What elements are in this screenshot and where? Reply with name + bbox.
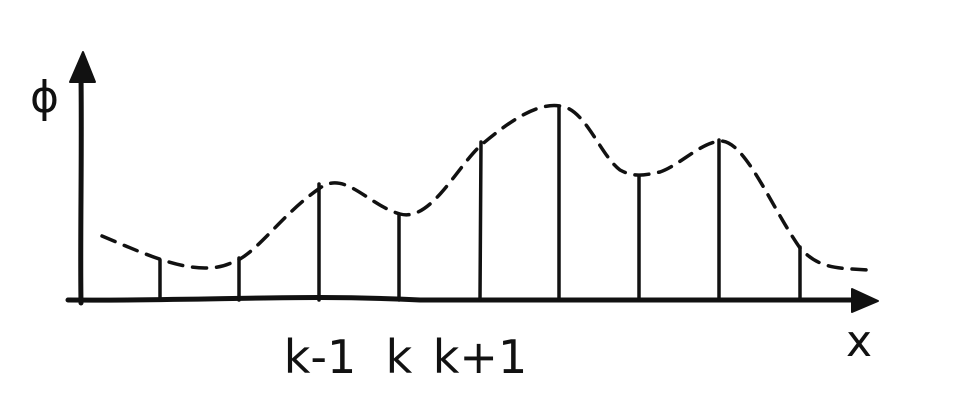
tick-label-k-plus-1: k+1 bbox=[433, 330, 527, 384]
function-curve bbox=[100, 103, 870, 272]
sample-stems bbox=[158, 104, 802, 302]
y-axis-line bbox=[78, 72, 84, 306]
y-axis-label: ϕ bbox=[30, 72, 59, 123]
x-axis-line bbox=[65, 295, 865, 303]
x-axis bbox=[65, 288, 879, 313]
tick-label-k-minus-1: k-1 bbox=[284, 330, 357, 384]
sample-stem bbox=[478, 140, 483, 302]
x-axis-arrowhead bbox=[851, 288, 879, 313]
x-axis-label: x bbox=[846, 316, 872, 367]
y-axis-arrowhead bbox=[69, 51, 96, 83]
tick-label-k: k bbox=[386, 330, 413, 384]
y-axis bbox=[69, 51, 96, 306]
